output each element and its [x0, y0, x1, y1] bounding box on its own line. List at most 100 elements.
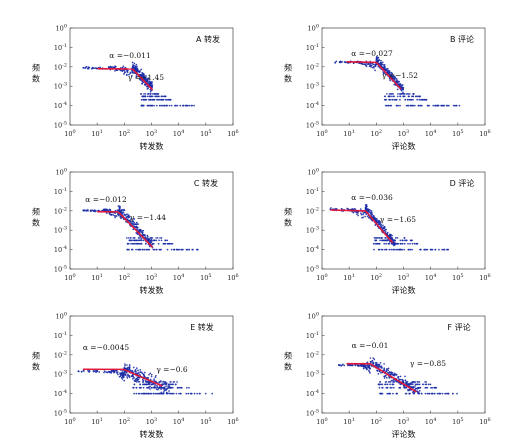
panel-e-point [154, 376, 157, 378]
panel-a-point [176, 104, 179, 107]
panel-c-point [181, 248, 183, 251]
panel-d-point [384, 239, 387, 242]
panel-a-point [151, 81, 153, 84]
panel-c-point [137, 248, 139, 251]
panel-f-point [424, 383, 427, 386]
panel-e-x-tick-label: 105 [200, 417, 211, 426]
panel-e-point [169, 381, 172, 383]
panel-f-x-tick-label: 105 [452, 417, 463, 426]
panel-b-point [365, 65, 368, 68]
panel-e-point [161, 392, 164, 395]
panel-e-x-tick-label: 103 [146, 417, 157, 426]
panel-c-point [82, 209, 85, 212]
panel-e-point [161, 383, 164, 386]
panel-f-point [383, 375, 385, 378]
panel-f-y-tick-label: 10-1 [306, 331, 319, 340]
panel-a-point [160, 104, 163, 107]
panel-f: 100 101 102 103 104 105 106 10-5 10-4 10-3 10-2 10-… [284, 312, 491, 440]
panel-f-point [384, 374, 387, 377]
panel-b-point [377, 56, 379, 59]
panel-e-point [168, 390, 170, 392]
panel-e-point [147, 383, 149, 386]
panel-e-point [199, 392, 201, 395]
panel-f-point [410, 383, 413, 386]
panel-a-point [182, 104, 184, 107]
panel-d-point [379, 239, 381, 242]
panel-f-point [361, 365, 363, 367]
panel-d-point [374, 217, 377, 220]
panel-a-point [139, 70, 141, 72]
panel-e-point [180, 392, 182, 395]
panel-e-point [121, 378, 124, 380]
panel-c-point [196, 248, 199, 251]
panel-f-point [427, 383, 430, 386]
panel-e-point [96, 369, 99, 372]
panel-b-point [403, 95, 406, 98]
panel-a-point [140, 93, 143, 95]
panel-b-point [404, 98, 407, 101]
panel-f-point [424, 386, 427, 389]
panel-a-point [114, 70, 116, 72]
panel-d-alpha-annotation: α =−0.036 [351, 193, 393, 202]
panel-f-point [390, 371, 393, 374]
panel-a-y-tick-label: 10-2 [54, 62, 67, 71]
panel-c-point [123, 213, 126, 216]
panel-e-point [142, 373, 145, 376]
panel-e-point [142, 392, 145, 395]
panel-b-point [406, 98, 409, 101]
panel-f-point [414, 385, 416, 387]
panel-b-point [396, 104, 398, 107]
panel-f-point [430, 386, 432, 389]
panel-d-point [424, 248, 427, 251]
panel-f-point [411, 381, 414, 383]
panel-c-x-tick-label: 105 [200, 273, 211, 282]
panel-b-point [388, 98, 391, 101]
panel-e-point [166, 387, 168, 390]
panel-b-point [391, 75, 394, 77]
panel-e-point [134, 369, 137, 372]
panel-f-point [420, 392, 423, 395]
panel-c-point [126, 248, 129, 251]
panel-e-point [137, 392, 140, 395]
panel-d-point [403, 242, 406, 245]
panel-b-point [412, 95, 415, 98]
panel-f-point [424, 381, 426, 383]
panel-b-y-tick-label: 10-4 [306, 101, 319, 110]
panel-b-x-tick-label: 106 [479, 129, 490, 138]
panel-a-point [99, 66, 101, 69]
panel-e-point [122, 375, 125, 378]
panel-d-point [397, 248, 399, 251]
panel-e-point [105, 371, 107, 373]
panel-d-point [373, 242, 375, 245]
panel-e-point [113, 371, 115, 374]
panel-b-point [370, 64, 373, 67]
panel-a-point [151, 98, 154, 101]
panel-b-point [434, 104, 436, 107]
panel-d-point [390, 248, 393, 251]
panel-e-point [149, 378, 152, 381]
panel-a-point [116, 69, 119, 72]
panel-e-point [174, 383, 177, 386]
panel-d-point [380, 248, 383, 251]
panel-b-point [389, 79, 391, 82]
panel-d-point [401, 242, 404, 245]
panel-c-x-tick-label: 102 [119, 273, 130, 282]
panel-d-point [409, 242, 411, 245]
panel-d-point [354, 207, 356, 210]
panel-e-point [162, 386, 165, 389]
panel-c-point [132, 239, 134, 242]
panel-c-point [127, 213, 129, 216]
panel-e-point [150, 373, 153, 376]
panel-e-point [186, 386, 188, 389]
panel-b-point [396, 95, 399, 98]
panel-f-point [372, 357, 375, 360]
panel-d-point [399, 248, 402, 251]
panel-b-scatter-points [334, 55, 461, 107]
panel-a-point [144, 95, 147, 98]
panel-d-point [411, 248, 413, 251]
panel-a-point [123, 73, 125, 75]
panel-b-point [395, 77, 398, 80]
panel-c-y-tick-label: 10-5 [54, 265, 67, 274]
panel-f-point [456, 392, 458, 395]
panel-c-point [108, 212, 111, 215]
